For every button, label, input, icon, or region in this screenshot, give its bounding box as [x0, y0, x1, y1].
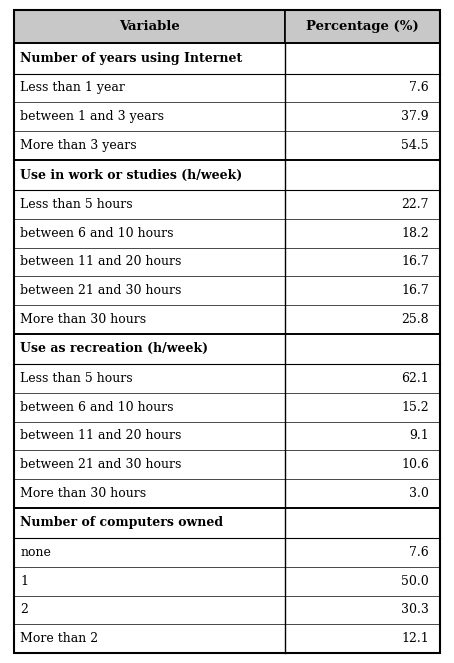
- Text: 12.1: 12.1: [401, 633, 429, 645]
- Bar: [14, 190, 285, 219]
- Text: 25.8: 25.8: [401, 313, 429, 326]
- Text: Less than 5 hours: Less than 5 hours: [20, 372, 133, 385]
- Text: 7.6: 7.6: [409, 546, 429, 559]
- Bar: [285, 625, 440, 653]
- Bar: [14, 102, 285, 131]
- Bar: [285, 538, 440, 567]
- Text: between 6 and 10 hours: between 6 and 10 hours: [20, 400, 174, 414]
- Text: 1: 1: [20, 575, 29, 587]
- Bar: [14, 625, 285, 653]
- Bar: [14, 567, 285, 595]
- Text: Less than 5 hours: Less than 5 hours: [20, 198, 133, 211]
- Text: Variable: Variable: [119, 20, 179, 33]
- Bar: [285, 160, 440, 190]
- Bar: [285, 74, 440, 102]
- Bar: [285, 10, 440, 43]
- Text: between 11 and 20 hours: between 11 and 20 hours: [20, 430, 182, 442]
- Text: 62.1: 62.1: [401, 372, 429, 385]
- Bar: [285, 305, 440, 334]
- Bar: [14, 160, 440, 334]
- Text: 54.5: 54.5: [401, 139, 429, 152]
- Bar: [285, 131, 440, 160]
- Bar: [14, 508, 440, 653]
- Text: Less than 1 year: Less than 1 year: [20, 82, 125, 94]
- Bar: [14, 276, 285, 305]
- Bar: [14, 131, 285, 160]
- Bar: [285, 276, 440, 305]
- Bar: [14, 422, 285, 450]
- Text: More than 30 hours: More than 30 hours: [20, 487, 147, 500]
- Bar: [285, 334, 440, 364]
- Bar: [14, 450, 285, 479]
- Bar: [285, 595, 440, 625]
- Bar: [285, 392, 440, 422]
- Bar: [285, 508, 440, 538]
- Bar: [14, 74, 285, 102]
- Text: More than 30 hours: More than 30 hours: [20, 313, 147, 326]
- Bar: [14, 43, 440, 160]
- Bar: [14, 160, 285, 190]
- Bar: [285, 450, 440, 479]
- Text: Use as recreation (h/week): Use as recreation (h/week): [20, 343, 208, 355]
- Bar: [14, 247, 285, 276]
- Text: between 21 and 30 hours: between 21 and 30 hours: [20, 458, 182, 471]
- Text: More than 3 years: More than 3 years: [20, 139, 137, 152]
- Text: between 1 and 3 years: between 1 and 3 years: [20, 110, 164, 123]
- Text: 15.2: 15.2: [401, 400, 429, 414]
- Text: 37.9: 37.9: [401, 110, 429, 123]
- Text: between 6 and 10 hours: between 6 and 10 hours: [20, 227, 174, 240]
- Bar: [285, 567, 440, 595]
- Bar: [14, 595, 285, 625]
- Text: 18.2: 18.2: [401, 227, 429, 240]
- Text: 2: 2: [20, 603, 28, 617]
- Text: between 21 and 30 hours: between 21 and 30 hours: [20, 284, 182, 297]
- Text: 9.1: 9.1: [409, 430, 429, 442]
- Bar: [14, 364, 285, 392]
- Bar: [14, 508, 285, 538]
- Text: 16.7: 16.7: [401, 284, 429, 297]
- Bar: [14, 334, 285, 364]
- Bar: [285, 43, 440, 74]
- Text: 10.6: 10.6: [401, 458, 429, 471]
- Bar: [14, 43, 285, 74]
- Text: 30.3: 30.3: [401, 603, 429, 617]
- Bar: [285, 364, 440, 392]
- Bar: [14, 479, 285, 508]
- Bar: [14, 10, 285, 43]
- Bar: [285, 219, 440, 247]
- Bar: [285, 247, 440, 276]
- Text: 7.6: 7.6: [409, 82, 429, 94]
- Text: between 11 and 20 hours: between 11 and 20 hours: [20, 255, 182, 269]
- Text: 22.7: 22.7: [401, 198, 429, 211]
- Bar: [285, 479, 440, 508]
- Text: 50.0: 50.0: [401, 575, 429, 587]
- Bar: [14, 219, 285, 247]
- Bar: [285, 422, 440, 450]
- Bar: [14, 538, 285, 567]
- Text: Number of computers owned: Number of computers owned: [20, 516, 223, 530]
- Text: Use in work or studies (h/week): Use in work or studies (h/week): [20, 168, 243, 182]
- Text: none: none: [20, 546, 51, 559]
- Bar: [14, 392, 285, 422]
- Bar: [14, 305, 285, 334]
- Text: More than 2: More than 2: [20, 633, 99, 645]
- Bar: [285, 102, 440, 131]
- Text: Percentage (%): Percentage (%): [306, 20, 419, 33]
- Text: 3.0: 3.0: [409, 487, 429, 500]
- Text: Number of years using Internet: Number of years using Internet: [20, 52, 243, 65]
- Bar: [14, 334, 440, 508]
- Bar: [285, 190, 440, 219]
- Text: 16.7: 16.7: [401, 255, 429, 269]
